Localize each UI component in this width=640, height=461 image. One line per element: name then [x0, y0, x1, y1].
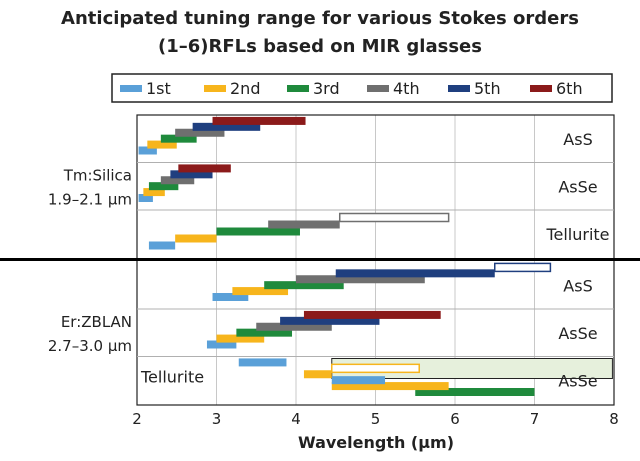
x-tick-label: 7 — [530, 410, 540, 428]
x-axis-label: Wavelength (µm) — [298, 433, 454, 452]
x-tick-label: 4 — [291, 410, 301, 428]
bar-4th — [160, 176, 195, 185]
x-tick-label: 3 — [212, 410, 222, 428]
bar-3rd — [236, 328, 293, 337]
bar-4th — [256, 322, 332, 331]
bar-3rd — [216, 227, 300, 236]
bar-4th — [175, 128, 225, 137]
bar-4th — [268, 220, 340, 229]
legend-swatch-3rd — [287, 85, 309, 92]
bar-1st — [138, 146, 157, 155]
bar-2nd — [331, 382, 449, 391]
bar-1st — [331, 376, 386, 385]
row-label: AsS — [563, 276, 592, 295]
bar-6th — [303, 310, 441, 319]
legend-label-4th: 4th — [393, 79, 420, 98]
legend-swatch-1st — [120, 85, 142, 92]
legend: 1st 2nd 3rd 4th 5th 6th — [111, 73, 613, 103]
x-tick-label: 8 — [609, 410, 619, 428]
legend-label-3rd: 3rd — [313, 79, 340, 98]
bar-3rd — [264, 281, 344, 290]
bar-1st — [206, 340, 237, 349]
bar-2nd — [216, 334, 265, 343]
legend-swatch-2nd — [204, 85, 226, 92]
bar-3rd — [160, 134, 197, 143]
bar-5th — [192, 122, 261, 131]
bar-5th — [335, 269, 495, 278]
bar-1st — [238, 358, 287, 367]
legend-label-2nd: 2nd — [230, 79, 260, 98]
legend-label-1st: 1st — [146, 79, 171, 98]
bar-6th — [178, 164, 231, 173]
bar-2nd — [331, 363, 420, 374]
bar-5th — [280, 316, 380, 325]
row-label-extra: Tellurite — [140, 367, 204, 386]
chart-title-line-1: Anticipated tuning range for various Sto… — [61, 8, 579, 29]
x-tick-label: 6 — [450, 410, 460, 428]
pump-label: Er:ZBLAN — [61, 313, 132, 331]
plot-area: 2 3 4 5 6 7 8 AsS AsSe Tellurite Tm:Silica 1.9–2.1 … — [0, 114, 640, 428]
row-label: AsSe — [558, 177, 597, 196]
bar-2nd — [303, 370, 332, 379]
bar-5th — [494, 262, 552, 273]
bar-3rd — [148, 182, 179, 191]
x-tick-label: 5 — [371, 410, 381, 428]
bar-5th — [170, 170, 213, 179]
bar-2nd — [143, 188, 165, 197]
row-label: AsSe — [558, 324, 597, 343]
legend-swatch-5th — [448, 85, 470, 92]
bar-3rd — [415, 388, 535, 396]
bar-1st — [212, 293, 249, 301]
bar-2nd — [175, 234, 217, 243]
bar-1st — [138, 194, 153, 202]
bar-4th — [338, 212, 450, 223]
row-label: AsS — [563, 130, 592, 149]
bar-1st — [148, 241, 176, 250]
row-label: Tellurite — [545, 225, 609, 244]
pump-label: 1.9–2.1 µm — [48, 190, 132, 208]
bar-4th — [296, 275, 425, 284]
x-tick-label: 2 — [132, 410, 142, 428]
bar-6th — [212, 116, 306, 125]
bar-2nd — [232, 287, 289, 296]
legend-swatch-4th — [367, 85, 389, 92]
legend-label-5th: 5th — [474, 79, 501, 98]
pump-label: 2.7–3.0 µm — [48, 337, 132, 355]
chart-title-line-2: (1–6)RFLs based on MIR glasses — [158, 36, 482, 57]
legend-box — [111, 73, 613, 103]
row-label: AsSe — [558, 371, 597, 390]
pump-label: Tm:Silica — [63, 166, 132, 184]
bar-2nd — [147, 140, 177, 149]
legend-label-6th: 6th — [556, 79, 583, 98]
legend-swatch-6th — [530, 85, 552, 92]
